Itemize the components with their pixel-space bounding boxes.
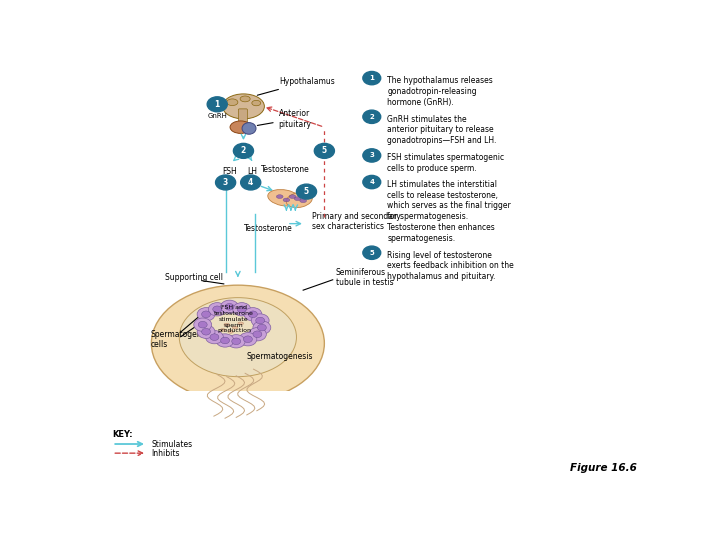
Text: LH stimulates the interstitial
cells to release testosterone,
which serves as th: LH stimulates the interstitial cells to … bbox=[387, 180, 511, 242]
Text: GnRH stimulates the
anterior pituitary to release
gonadotropins—FSH and LH.: GnRH stimulates the anterior pituitary t… bbox=[387, 114, 497, 145]
Text: Hypothalamus: Hypothalamus bbox=[257, 77, 336, 95]
Bar bbox=[135, 391, 346, 481]
Circle shape bbox=[258, 324, 266, 331]
FancyBboxPatch shape bbox=[238, 109, 248, 123]
Ellipse shape bbox=[230, 121, 251, 133]
Ellipse shape bbox=[287, 192, 312, 207]
Circle shape bbox=[220, 337, 230, 344]
Ellipse shape bbox=[268, 190, 300, 206]
Circle shape bbox=[232, 338, 240, 345]
Circle shape bbox=[363, 246, 381, 259]
Circle shape bbox=[216, 334, 234, 347]
Circle shape bbox=[205, 330, 223, 344]
Ellipse shape bbox=[294, 197, 301, 200]
Circle shape bbox=[363, 149, 381, 162]
Circle shape bbox=[253, 331, 262, 338]
Circle shape bbox=[220, 300, 238, 313]
Ellipse shape bbox=[283, 198, 289, 202]
Text: FSH stimulates spermatogenic
cells to produce sperm.: FSH stimulates spermatogenic cells to pr… bbox=[387, 153, 505, 173]
Circle shape bbox=[363, 176, 381, 188]
Text: Figure 16.6: Figure 16.6 bbox=[570, 463, 637, 473]
Text: 1: 1 bbox=[215, 100, 220, 109]
Circle shape bbox=[202, 328, 210, 335]
Text: LH: LH bbox=[247, 167, 257, 176]
Text: 5: 5 bbox=[322, 146, 327, 156]
Text: 4: 4 bbox=[369, 179, 374, 185]
Ellipse shape bbox=[238, 322, 243, 325]
Text: 1: 1 bbox=[369, 75, 374, 81]
Circle shape bbox=[197, 308, 215, 321]
Circle shape bbox=[202, 311, 210, 318]
Circle shape bbox=[248, 311, 258, 318]
Circle shape bbox=[233, 144, 253, 158]
Circle shape bbox=[243, 336, 253, 342]
Circle shape bbox=[253, 321, 271, 334]
Circle shape bbox=[213, 306, 222, 313]
Circle shape bbox=[233, 302, 251, 316]
Circle shape bbox=[244, 308, 262, 321]
Circle shape bbox=[210, 334, 219, 341]
Circle shape bbox=[297, 184, 317, 199]
Text: Rising level of testosterone
exerts feedback inhibition on the
hypothalamus and : Rising level of testosterone exerts feed… bbox=[387, 251, 514, 281]
Ellipse shape bbox=[233, 326, 238, 329]
Ellipse shape bbox=[240, 96, 250, 102]
Circle shape bbox=[251, 314, 269, 327]
Text: Spermatogenesis: Spermatogenesis bbox=[246, 352, 313, 361]
Text: 2: 2 bbox=[240, 146, 246, 156]
Ellipse shape bbox=[252, 100, 261, 106]
Circle shape bbox=[238, 306, 246, 313]
Circle shape bbox=[363, 110, 381, 124]
Ellipse shape bbox=[227, 99, 238, 105]
Circle shape bbox=[240, 175, 261, 190]
Ellipse shape bbox=[224, 323, 230, 326]
Circle shape bbox=[363, 71, 381, 85]
Circle shape bbox=[315, 144, 334, 158]
Circle shape bbox=[248, 328, 266, 341]
Text: Seminiferous
tubule in testis: Seminiferous tubule in testis bbox=[336, 268, 393, 287]
Text: KEY:: KEY: bbox=[112, 430, 133, 440]
Circle shape bbox=[225, 303, 234, 310]
Circle shape bbox=[207, 97, 228, 112]
Ellipse shape bbox=[228, 330, 233, 333]
Text: Spermatogenic
cells: Spermatogenic cells bbox=[150, 329, 208, 349]
Ellipse shape bbox=[222, 94, 264, 119]
Circle shape bbox=[239, 333, 257, 346]
Ellipse shape bbox=[242, 123, 256, 134]
Text: Anterior
pituitary: Anterior pituitary bbox=[257, 109, 312, 129]
Text: Stimulates: Stimulates bbox=[151, 440, 192, 449]
Text: Supporting cell: Supporting cell bbox=[166, 273, 223, 282]
Text: 4: 4 bbox=[248, 178, 253, 187]
Circle shape bbox=[197, 325, 215, 339]
Text: Inhibits: Inhibits bbox=[151, 449, 180, 458]
Text: GnRH: GnRH bbox=[207, 113, 228, 119]
Circle shape bbox=[228, 335, 245, 348]
Text: 2: 2 bbox=[369, 114, 374, 120]
Text: 5: 5 bbox=[304, 187, 309, 196]
Text: 5: 5 bbox=[369, 249, 374, 256]
Text: 3: 3 bbox=[369, 152, 374, 158]
Text: Primary and secondary
sex characteristics: Primary and secondary sex characteristic… bbox=[312, 212, 401, 231]
Text: FSH: FSH bbox=[222, 167, 237, 176]
Text: The hypothalamus releases
gonadotropin-releasing
hormone (GnRH).: The hypothalamus releases gonadotropin-r… bbox=[387, 76, 493, 106]
Ellipse shape bbox=[276, 195, 283, 199]
Circle shape bbox=[208, 302, 226, 316]
Ellipse shape bbox=[289, 195, 296, 199]
Ellipse shape bbox=[300, 199, 307, 202]
Ellipse shape bbox=[220, 329, 225, 332]
Circle shape bbox=[198, 321, 207, 328]
Text: 3: 3 bbox=[223, 178, 228, 187]
Text: FSH and
testosterone
stimulate
sperm
production: FSH and testosterone stimulate sperm pro… bbox=[214, 305, 254, 333]
Ellipse shape bbox=[179, 298, 297, 377]
Text: Testosterone: Testosterone bbox=[261, 165, 310, 174]
Circle shape bbox=[256, 317, 265, 324]
Circle shape bbox=[215, 175, 235, 190]
Ellipse shape bbox=[151, 285, 324, 402]
Text: Testosterone: Testosterone bbox=[244, 225, 293, 233]
Circle shape bbox=[194, 318, 212, 332]
